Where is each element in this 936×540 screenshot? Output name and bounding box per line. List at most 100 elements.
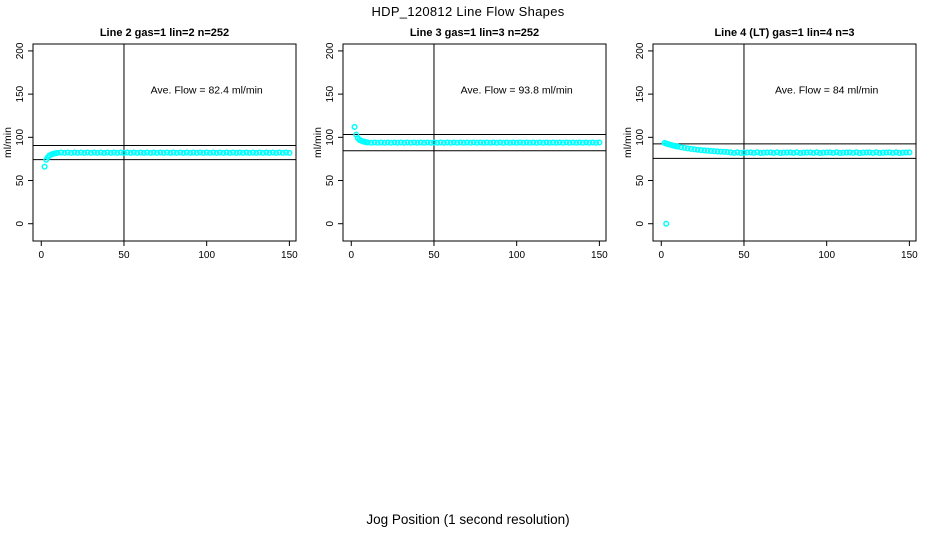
- x-tick-label: 0: [658, 250, 664, 261]
- data-point: [764, 149, 771, 156]
- data-point: [473, 139, 481, 146]
- data-point: [444, 139, 451, 146]
- data-point: [576, 139, 583, 146]
- data-point: [843, 149, 850, 156]
- data-point: [223, 149, 230, 156]
- data-point: [111, 149, 118, 156]
- data-point: [286, 149, 293, 156]
- y-tick-label: 100: [325, 129, 336, 146]
- data-point: [61, 149, 68, 156]
- data-point: [563, 139, 570, 146]
- data-point: [757, 149, 764, 157]
- data-point: [233, 149, 240, 156]
- data-point: [387, 139, 395, 146]
- data-point: [97, 149, 104, 156]
- x-tick-label: 0: [348, 250, 354, 261]
- data-point: [586, 139, 593, 146]
- data-point: [424, 139, 431, 146]
- data-point: [249, 149, 257, 156]
- y-tick-label: 150: [635, 85, 646, 102]
- data-point: [104, 149, 111, 156]
- data-point: [691, 146, 698, 153]
- data-point: [203, 149, 210, 156]
- data-point: [774, 149, 781, 156]
- x-tick-label: 150: [901, 250, 918, 261]
- data-point: [573, 139, 580, 146]
- data-point: [84, 149, 91, 156]
- data-point: [259, 149, 266, 156]
- data-point: [813, 149, 820, 156]
- data-point: [434, 139, 441, 146]
- data-point: [273, 149, 280, 156]
- data-point: [530, 139, 537, 146]
- data-point: [777, 149, 784, 157]
- data-point: [490, 139, 497, 146]
- data-point: [817, 149, 824, 157]
- data-point: [840, 149, 847, 156]
- data-point: [236, 149, 243, 156]
- data-point: [364, 139, 371, 146]
- data-point: [411, 139, 418, 146]
- data-point: [197, 149, 204, 156]
- data-point: [826, 149, 834, 156]
- y-tick-label: 200: [325, 42, 336, 59]
- data-point: [734, 149, 741, 156]
- x-tick-label: 150: [281, 250, 298, 261]
- data-point: [737, 149, 744, 157]
- data-point: [579, 139, 586, 146]
- y-axis-label: ml/min: [622, 127, 634, 158]
- data-point: [833, 149, 840, 156]
- y-tick-label: 50: [15, 175, 26, 187]
- data-point: [697, 147, 705, 154]
- data-point: [780, 149, 787, 156]
- data-point: [81, 149, 88, 156]
- data-point: [546, 139, 553, 146]
- data-point: [721, 148, 728, 155]
- x-tick-label: 50: [118, 250, 130, 261]
- data-point: [483, 139, 490, 146]
- data-point: [220, 149, 227, 156]
- data-point: [823, 149, 830, 156]
- data-point: [663, 220, 670, 227]
- plot-box: [32, 43, 297, 242]
- data-point: [454, 139, 461, 146]
- data-point: [803, 149, 810, 156]
- data-point: [714, 148, 721, 155]
- data-point: [394, 139, 401, 146]
- data-point: [520, 139, 527, 146]
- data-point: [368, 139, 375, 146]
- data-point: [430, 139, 438, 146]
- plot-box: [652, 43, 917, 242]
- data-point: [684, 145, 691, 152]
- data-point: [374, 139, 381, 146]
- data-point: [480, 139, 487, 146]
- data-point: [727, 149, 734, 156]
- data-point: [523, 139, 530, 146]
- data-point: [566, 139, 573, 146]
- x-tick-label: 100: [818, 250, 835, 261]
- data-point: [836, 149, 843, 157]
- data-point: [869, 149, 877, 156]
- panel-title: Line 3 gas=1 lin=3 n=252: [410, 27, 539, 39]
- data-point: [846, 149, 853, 156]
- data-point: [507, 139, 514, 146]
- data-point: [226, 149, 233, 156]
- data-point: [487, 139, 494, 146]
- data-point: [246, 149, 253, 156]
- data-point: [157, 149, 164, 156]
- data-point: [889, 149, 896, 156]
- data-point: [701, 147, 708, 154]
- data-point: [860, 149, 867, 156]
- data-point: [533, 139, 540, 146]
- data-point: [460, 139, 467, 146]
- plot-panel-line3: Line 3 gas=1 lin=3 n=252 0 50 100 150 0 50 100 1…: [312, 27, 608, 261]
- data-point: [427, 139, 434, 146]
- data-point: [117, 149, 124, 156]
- data-point: [873, 149, 880, 156]
- data-point: [206, 149, 214, 156]
- data-point: [800, 149, 807, 156]
- data-point: [903, 149, 910, 156]
- data-point: [170, 149, 177, 156]
- x-tick-label: 0: [38, 250, 44, 261]
